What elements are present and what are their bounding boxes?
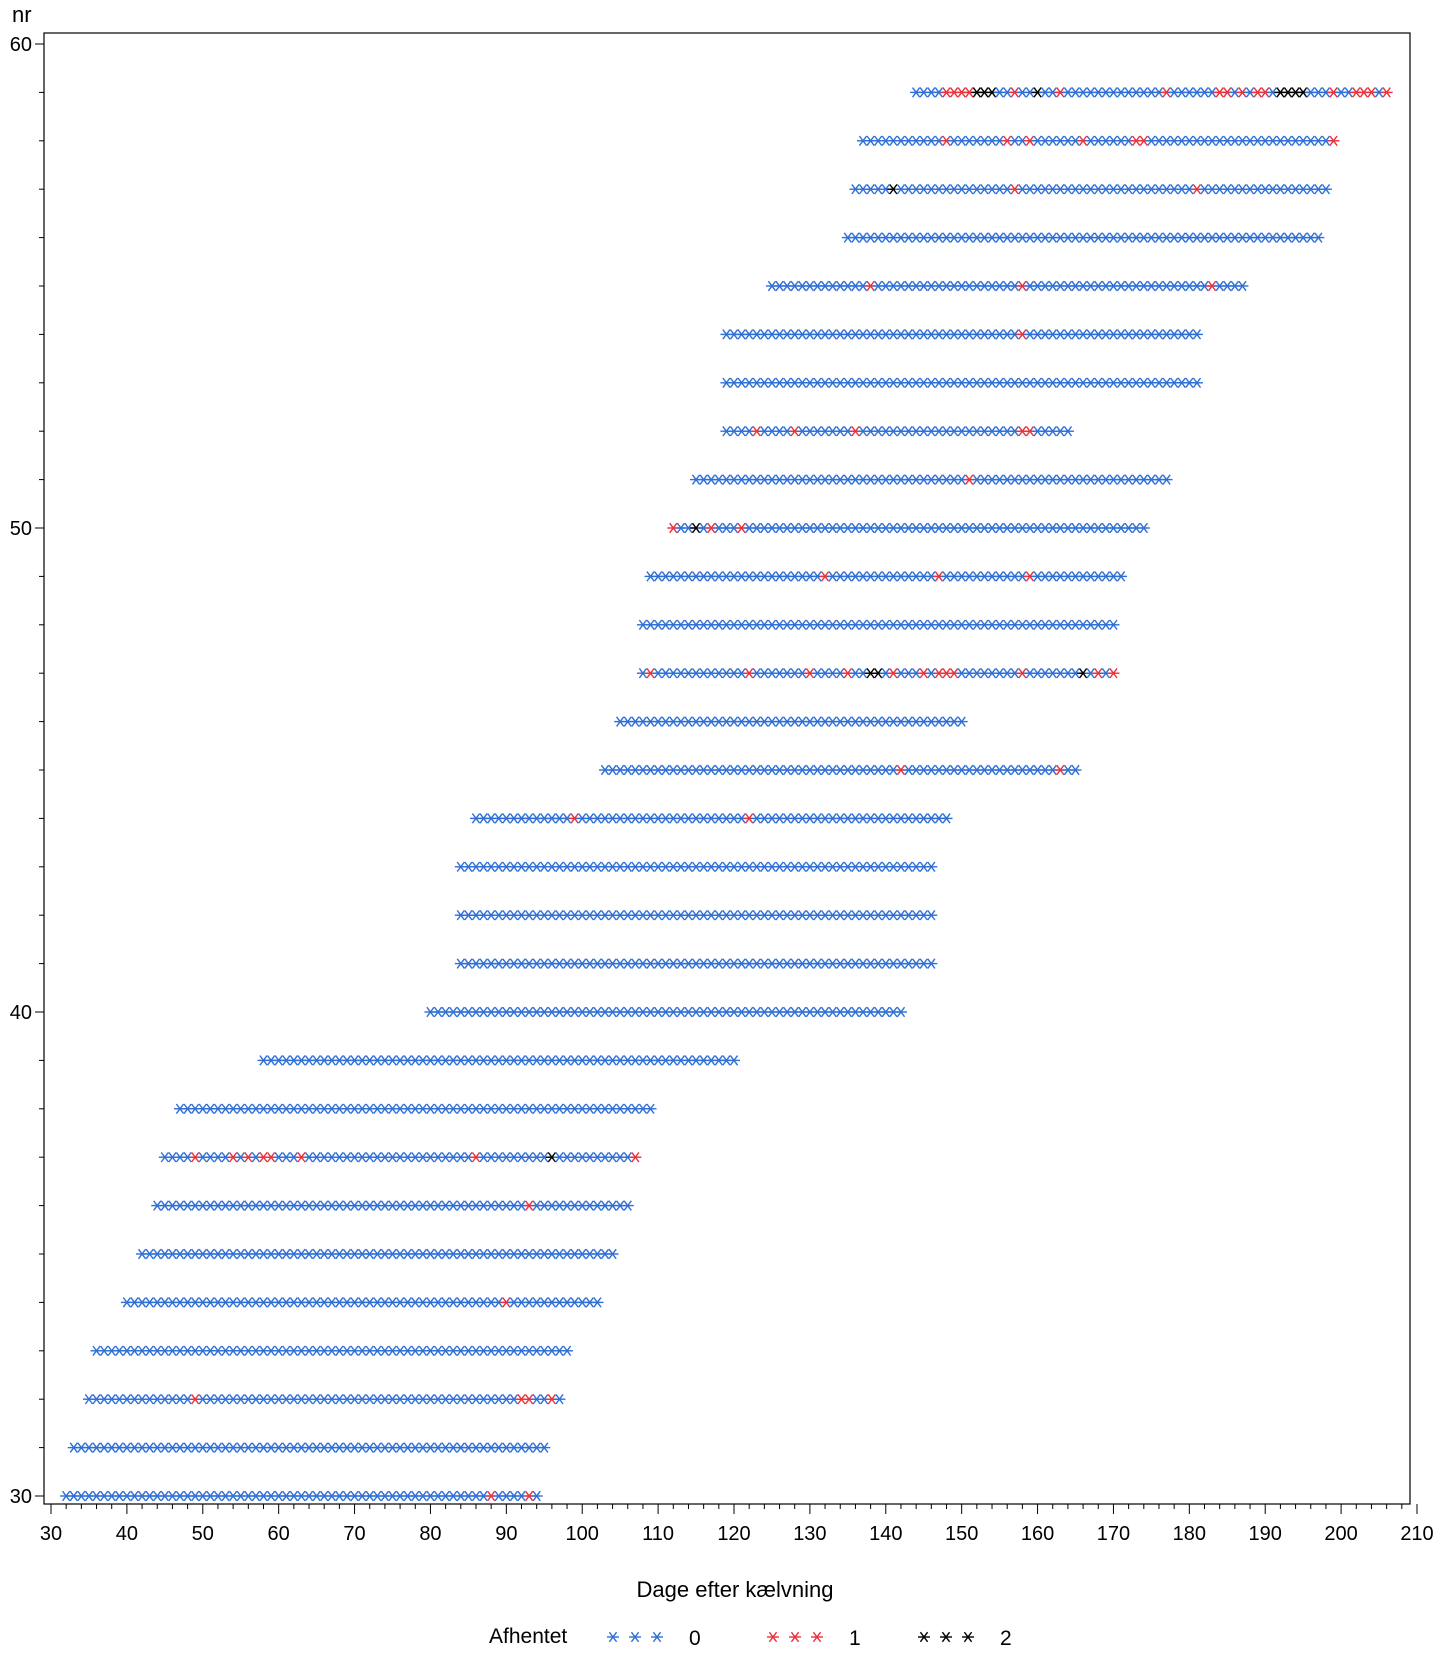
legend-title: Afhentet bbox=[489, 1625, 567, 1648]
legend-marker bbox=[940, 1631, 952, 1643]
x-tick-label: 60 bbox=[268, 1523, 290, 1545]
row-47 bbox=[636, 667, 1120, 679]
row-35 bbox=[136, 1248, 619, 1260]
data-point-cat0 bbox=[925, 861, 938, 873]
data-point-cat0 bbox=[894, 1006, 907, 1018]
legend-marker bbox=[789, 1631, 801, 1643]
y-tick-label: 50 bbox=[10, 518, 32, 540]
legend-marker bbox=[607, 1631, 619, 1643]
data-point-cat0 bbox=[940, 813, 953, 824]
row-33 bbox=[90, 1345, 574, 1357]
row-56 bbox=[841, 232, 1325, 243]
x-tick-label: 90 bbox=[495, 1523, 517, 1545]
row-55 bbox=[765, 280, 1249, 292]
row-42 bbox=[454, 909, 938, 921]
x-tick-label: 50 bbox=[192, 1523, 214, 1545]
x-tick-label: 200 bbox=[1324, 1523, 1357, 1545]
data-point-cat0 bbox=[925, 909, 938, 921]
x-tick-label: 40 bbox=[116, 1523, 138, 1545]
legend-marker bbox=[651, 1631, 663, 1643]
row-36 bbox=[151, 1200, 634, 1211]
legend-entry-1: 1 bbox=[767, 1627, 861, 1650]
legend-label: 2 bbox=[1000, 1627, 1012, 1650]
row-39 bbox=[257, 1055, 740, 1066]
data-point-cat0 bbox=[621, 1200, 634, 1211]
data-point-cat0 bbox=[644, 1103, 657, 1115]
row-53 bbox=[720, 377, 1203, 389]
x-axis-title: Dage efter kælvning bbox=[637, 1577, 834, 1602]
data-point-cat0 bbox=[538, 1442, 551, 1453]
data-point-cat0 bbox=[530, 1490, 543, 1502]
x-tick-label: 210 bbox=[1400, 1523, 1433, 1545]
legend-entry-0: 0 bbox=[607, 1627, 701, 1650]
x-tick-label: 170 bbox=[1097, 1523, 1130, 1545]
row-51 bbox=[690, 474, 1173, 485]
plot-frame bbox=[43, 32, 1411, 1505]
legend-marker bbox=[767, 1631, 779, 1643]
y-tick-label: 30 bbox=[10, 1486, 32, 1508]
x-tick-label: 130 bbox=[793, 1523, 826, 1545]
row-49 bbox=[644, 571, 1128, 582]
row-30 bbox=[60, 1490, 543, 1502]
data-point-cat0 bbox=[728, 1055, 740, 1066]
legend-marker bbox=[918, 1631, 930, 1643]
data-point-cat0 bbox=[561, 1345, 574, 1357]
row-46 bbox=[614, 716, 968, 727]
x-tick-label: 110 bbox=[642, 1523, 674, 1545]
row-38 bbox=[174, 1103, 657, 1115]
x-tick-label: 190 bbox=[1249, 1523, 1282, 1545]
row-32 bbox=[82, 1393, 566, 1405]
data-point-cat0 bbox=[925, 958, 938, 969]
legend-marker bbox=[962, 1631, 974, 1643]
legend-label: 1 bbox=[849, 1627, 861, 1650]
row-37 bbox=[158, 1151, 642, 1163]
row-50 bbox=[667, 522, 1150, 534]
x-tick-label: 80 bbox=[419, 1523, 441, 1545]
row-58 bbox=[857, 135, 1340, 147]
y-axis-title: nr bbox=[12, 2, 32, 27]
x-tick-label: 120 bbox=[717, 1523, 750, 1545]
y-tick-label: 60 bbox=[10, 34, 32, 56]
row-41 bbox=[454, 958, 938, 969]
legend-label: 0 bbox=[689, 1627, 701, 1650]
x-tick-label: 150 bbox=[945, 1523, 978, 1545]
row-48 bbox=[636, 619, 1120, 631]
x-tick-label: 160 bbox=[1021, 1523, 1054, 1545]
row-45 bbox=[598, 764, 1082, 776]
legend: Afhentet 0 1 2 bbox=[489, 1625, 1012, 1650]
x-axis: 30 40 50 60 70 80 90 100 110 120 130 140 150 160 170 18… bbox=[40, 1504, 1434, 1545]
row-43 bbox=[454, 861, 938, 873]
data-point-cat1 bbox=[629, 1151, 642, 1163]
row-44 bbox=[469, 813, 953, 824]
row-40 bbox=[424, 1006, 907, 1018]
row-52 bbox=[720, 425, 1074, 437]
x-tick-label: 30 bbox=[40, 1523, 62, 1545]
legend-marker bbox=[811, 1631, 823, 1643]
x-tick-label: 140 bbox=[869, 1523, 902, 1545]
data-marks bbox=[60, 87, 1393, 1502]
data-point-cat0 bbox=[591, 1297, 604, 1308]
row-34 bbox=[120, 1297, 604, 1308]
x-tick-label: 100 bbox=[566, 1523, 599, 1545]
legend-entry-2: 2 bbox=[918, 1627, 1012, 1650]
x-tick-label: 70 bbox=[343, 1523, 365, 1545]
data-point-cat0 bbox=[606, 1248, 619, 1260]
y-axis: 30 40 50 60 bbox=[10, 34, 44, 1508]
row-57 bbox=[849, 183, 1332, 195]
row-59 bbox=[910, 87, 1393, 98]
x-tick-label: 180 bbox=[1173, 1523, 1206, 1545]
row-31 bbox=[67, 1442, 551, 1453]
legend-marker bbox=[629, 1631, 641, 1643]
data-point-cat0 bbox=[553, 1393, 566, 1405]
row-54 bbox=[720, 329, 1203, 340]
y-tick-label: 40 bbox=[10, 1002, 32, 1024]
